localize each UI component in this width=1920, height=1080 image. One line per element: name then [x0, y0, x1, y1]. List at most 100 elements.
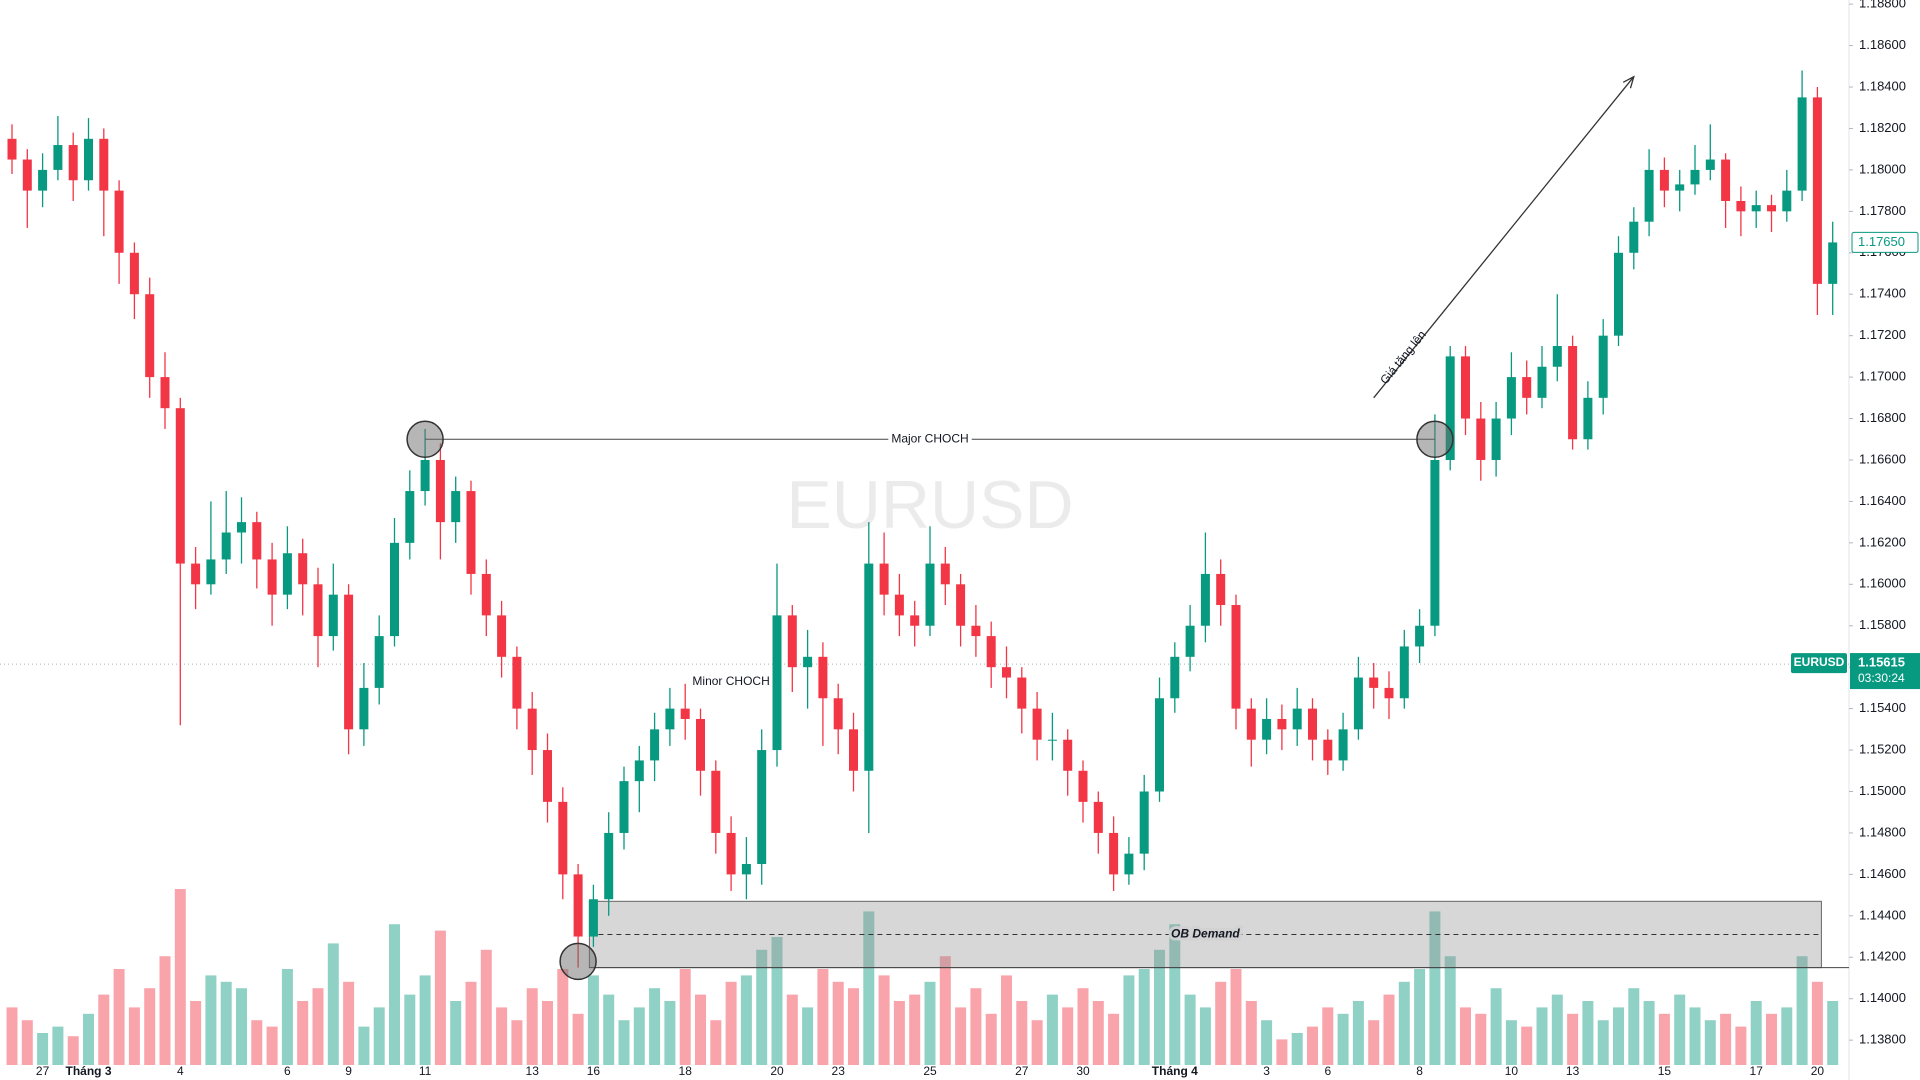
volume-bar: [1628, 988, 1640, 1065]
volume-bar: [1827, 1001, 1839, 1065]
candle-body: [1690, 169, 1700, 185]
volume-bar: [909, 994, 921, 1065]
candle-body: [221, 532, 231, 560]
volume-bar: [327, 943, 339, 1065]
x-tick-label: 15: [1658, 1064, 1672, 1078]
candle-body: [1629, 221, 1639, 253]
volume-bar: [511, 1020, 523, 1065]
volume-bar: [98, 994, 110, 1065]
x-tick-label: 3: [1263, 1064, 1270, 1078]
volume-bar: [480, 949, 492, 1065]
volume-bar: [1169, 924, 1181, 1065]
candle-body: [741, 864, 751, 875]
volume-bar: [83, 1013, 94, 1065]
current-price-box: [1850, 653, 1920, 690]
candle-body: [374, 636, 384, 688]
volume-bar: [1643, 1001, 1655, 1065]
y-tick-label: 1.15000: [1859, 783, 1906, 798]
volume-bar: [266, 1026, 278, 1065]
volume-bar: [572, 1013, 584, 1065]
candle-body: [1017, 677, 1027, 709]
x-tick-label: 17: [1750, 1064, 1764, 1078]
candle-body: [1568, 346, 1578, 440]
candle-body: [206, 559, 216, 585]
candle-body: [1384, 687, 1394, 699]
candle-body: [1537, 366, 1547, 398]
y-tick-label: 1.14000: [1859, 990, 1906, 1005]
volume-bar: [1704, 1020, 1716, 1065]
candle-body: [84, 138, 93, 181]
candle-body: [1246, 708, 1256, 740]
volume-bar: [1735, 1026, 1747, 1065]
trend-arrow: [1373, 76, 1635, 399]
y-tick-label: 1.17200: [1859, 327, 1906, 342]
volume-bar: [358, 1026, 370, 1065]
volume-bar: [802, 1007, 814, 1065]
volume-bar: [21, 1020, 33, 1065]
volume-bar: [1383, 994, 1395, 1065]
candle-body: [803, 656, 813, 668]
candle-body: [1705, 159, 1715, 170]
volume-bar: [1567, 1013, 1579, 1065]
volume-bar: [1429, 911, 1441, 1065]
volume-bar: [128, 1007, 140, 1065]
candle-body: [451, 491, 461, 523]
candle-body: [160, 377, 170, 409]
volume-bar: [159, 956, 171, 1065]
volume-bar: [526, 988, 538, 1065]
candle-body: [252, 522, 262, 560]
volume-bar: [465, 981, 477, 1065]
volume-bar: [190, 1001, 202, 1065]
candle-body: [1476, 418, 1486, 460]
candle-body: [558, 801, 568, 875]
x-tick-label: 30: [1076, 1064, 1090, 1078]
volume-bar: [1750, 1001, 1762, 1065]
x-tick-label: 4: [177, 1064, 184, 1078]
y-tick-label: 1.14800: [1859, 824, 1906, 839]
candle-body: [145, 294, 155, 378]
volume-bar: [1046, 994, 1058, 1065]
candle-body: [1078, 770, 1088, 802]
candle-body: [665, 708, 675, 730]
candle-body: [191, 563, 201, 585]
candle-body: [1262, 718, 1272, 740]
volume-bar: [1062, 1007, 1074, 1065]
candle-body: [282, 553, 292, 595]
candle-body: [1782, 190, 1792, 212]
candle-body: [757, 750, 767, 865]
volume-bar: [52, 1026, 64, 1065]
x-tick-label: 23: [832, 1064, 846, 1078]
candle-body: [1292, 708, 1302, 730]
candle-body: [1644, 169, 1654, 222]
candle-body: [543, 750, 552, 802]
volume-bar: [1138, 969, 1150, 1065]
candle-body: [1767, 205, 1776, 212]
volume-bar: [1092, 1001, 1104, 1065]
volume-bar: [1230, 969, 1242, 1065]
x-tick-label: 11: [419, 1064, 432, 1078]
volume-bar: [848, 988, 859, 1065]
candle-body: [1002, 667, 1011, 678]
candle-body: [986, 636, 996, 668]
volume-bar: [67, 1036, 79, 1065]
volume-bar: [649, 988, 661, 1065]
volume-bar: [756, 949, 768, 1065]
y-tick-label: 1.17400: [1859, 286, 1906, 301]
candle-body: [68, 145, 78, 181]
candle-body: [1047, 739, 1057, 741]
candle-body: [1323, 739, 1333, 761]
volume-bar: [1505, 1020, 1517, 1065]
candle-body: [1231, 605, 1241, 709]
candle-body: [497, 615, 507, 657]
x-tick-label: Tháng 3: [65, 1064, 111, 1078]
ob-demand-label: OB Demand: [1171, 927, 1240, 941]
candle-body: [1139, 791, 1149, 854]
y-tick-label: 1.16800: [1859, 410, 1906, 425]
candle-body: [1430, 459, 1440, 626]
candle-body: [22, 159, 32, 191]
volume-bar: [1215, 981, 1227, 1065]
major-choch-label: Major CHOCH: [891, 431, 968, 445]
volume-bar: [6, 1007, 18, 1065]
volume-bar: [1031, 1020, 1043, 1065]
